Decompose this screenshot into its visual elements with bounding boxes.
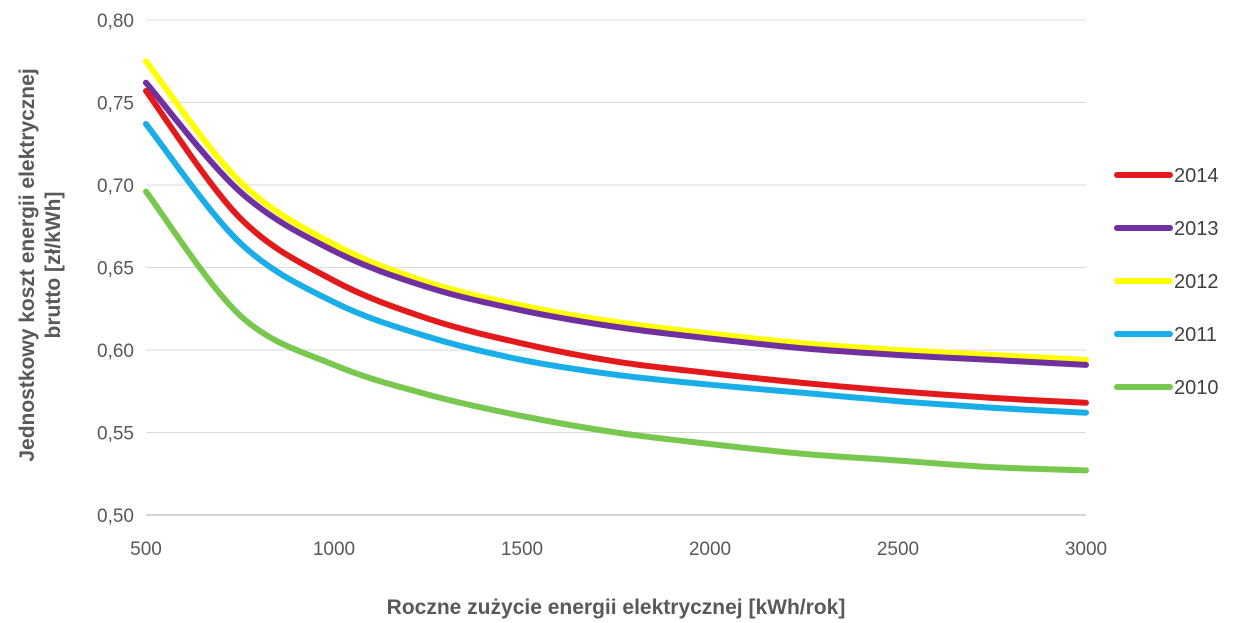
series-line-2013 [143, 79, 1089, 368]
y-tick-label: 0,55 [97, 424, 134, 445]
legend-label-2012: 2012 [1174, 271, 1219, 293]
series-line-2012 [143, 58, 1089, 363]
y-axis-title-line-2: brutto [zł/kWh] [42, 192, 65, 339]
legend: 2014 2013 2012 2011 2010 [1114, 165, 1219, 399]
y-tick-label: 0,60 [97, 341, 134, 362]
y-axis-title: Jednostkowy koszt energii elektrycznej b… [16, 68, 65, 461]
y-tick-label: 0,80 [97, 11, 134, 32]
gridlines [146, 19, 1086, 516]
series-lines [143, 58, 1089, 474]
x-tick-label: 1500 [501, 539, 543, 560]
x-tick-label: 3000 [1065, 539, 1107, 560]
x-tick-labels: 500 1000 1500 2000 2500 3000 [130, 539, 1107, 560]
series-line-2011 [143, 121, 1089, 416]
y-tick-labels: 0,50 0,55 0,60 0,65 0,70 0,75 0,80 [97, 11, 134, 527]
series-line-2014 [143, 88, 1089, 406]
x-tick-label: 2500 [877, 539, 919, 560]
y-tick-label: 0,50 [97, 506, 134, 527]
y-tick-label: 0,70 [97, 176, 134, 197]
legend-label-2014: 2014 [1174, 165, 1219, 187]
series-line-2010 [143, 188, 1089, 474]
y-tick-label: 0,75 [97, 94, 134, 115]
legend-label-2011: 2011 [1174, 324, 1217, 346]
x-tick-label: 2000 [689, 539, 731, 560]
y-tick-label: 0,65 [97, 259, 134, 280]
x-tick-label: 1000 [313, 539, 355, 560]
x-axis-title: Roczne zużycie energii elektrycznej [kWh… [387, 596, 846, 619]
x-tick-label: 500 [130, 539, 162, 560]
legend-label-2010: 2010 [1174, 377, 1219, 399]
y-axis-title-line-1: Jednostkowy koszt energii elektrycznej [16, 68, 39, 461]
legend-label-2013: 2013 [1174, 218, 1219, 240]
